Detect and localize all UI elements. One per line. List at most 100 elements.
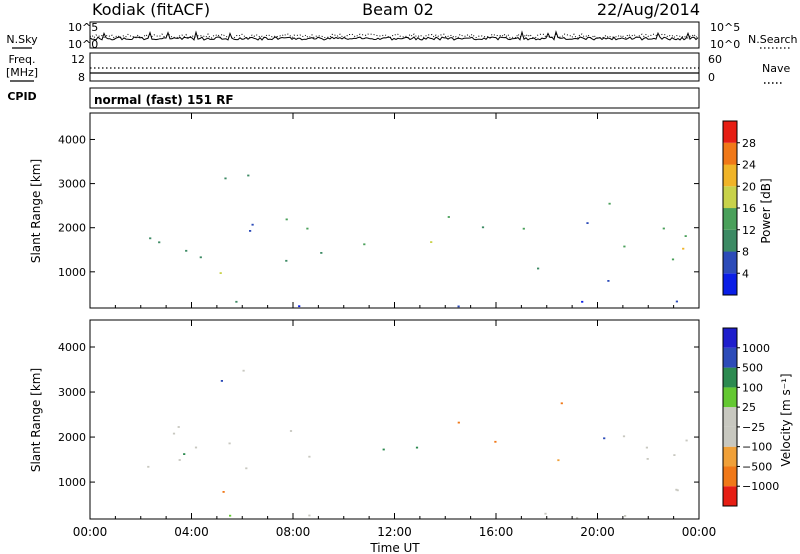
colorbar-band xyxy=(723,466,737,487)
nave-tick-top: 60 xyxy=(708,53,722,66)
cpid-label: CPID xyxy=(7,90,36,103)
echo-cell xyxy=(676,489,679,492)
colorbar-band xyxy=(723,486,737,506)
colorbar-band xyxy=(723,229,737,252)
nave-tick-bottom: 0 xyxy=(708,71,715,84)
echo-cell xyxy=(447,216,450,218)
freq-label-line1: Freq. xyxy=(8,53,35,66)
echo-cell xyxy=(457,305,460,308)
colorbar-tick-label: −1000 xyxy=(742,480,779,493)
echo-cell xyxy=(298,305,301,308)
velocity-y-axis: 1000 2000 3000 4000 xyxy=(58,341,699,489)
echo-cell xyxy=(608,202,611,205)
echo-cell xyxy=(646,458,649,460)
echo-cell xyxy=(682,247,685,250)
y-tick-label: 2000 xyxy=(58,222,86,235)
colorbar-band xyxy=(723,426,737,447)
velocity-echo-layer xyxy=(147,369,688,519)
sky-right-label: N.Search xyxy=(748,33,798,46)
echo-cell xyxy=(623,245,626,248)
echo-cell xyxy=(235,300,238,303)
velocity-y-label: Slant Range [km] xyxy=(29,368,43,472)
power-echo-layer xyxy=(149,174,687,308)
echo-cell xyxy=(289,430,293,432)
echo-cell xyxy=(147,465,150,468)
echo-cell xyxy=(586,222,589,224)
colorbar-tick-label: −500 xyxy=(742,460,772,473)
sky-noise-trace xyxy=(89,30,699,41)
colorbar-tick-label: 20 xyxy=(742,180,756,193)
y-tick-label: 3000 xyxy=(58,386,86,399)
colorbar-band xyxy=(723,251,737,274)
echo-cell xyxy=(675,488,678,491)
echo-cell xyxy=(675,300,678,303)
date-title: 22/Aug/2014 xyxy=(597,0,700,19)
echo-cell xyxy=(251,223,254,226)
colorbar-band xyxy=(723,164,737,187)
freq-label-line2: [MHz] xyxy=(6,66,38,79)
velocity-x-axis: 00:00 04:00 08:00 12:00 16:00 20:00 00:00 xyxy=(73,320,717,539)
echo-cell xyxy=(622,435,626,438)
power-y-label: Slant Range [km] xyxy=(29,159,43,263)
echo-cell xyxy=(183,453,186,455)
echo-cell xyxy=(671,258,675,261)
echo-cell xyxy=(247,174,250,177)
colorbar-band xyxy=(723,186,737,209)
cpid-panel-frame xyxy=(89,87,700,109)
colorbar-band xyxy=(723,328,737,348)
echo-cell xyxy=(285,218,288,221)
cpid-value: normal (fast) 151 RF xyxy=(94,93,234,107)
echo-cell xyxy=(224,177,227,180)
x-tick-label: 04:00 xyxy=(174,525,209,539)
echo-cell xyxy=(285,259,288,262)
colorbar-tick-label: 1000 xyxy=(742,342,770,355)
echo-cell xyxy=(544,512,547,515)
power-x-axis xyxy=(89,113,700,308)
colorbar-band xyxy=(723,367,737,388)
y-tick-label: 3000 xyxy=(58,178,86,191)
power-plot-frame xyxy=(89,112,700,309)
y-tick-label: 1000 xyxy=(58,266,86,279)
colorbar-tick-label: 100 xyxy=(742,381,763,394)
beam-title: Beam 02 xyxy=(362,0,434,19)
echo-cell xyxy=(363,243,366,246)
x-tick-label: 12:00 xyxy=(377,525,412,539)
x-axis-title: Time UT xyxy=(369,541,420,554)
velocity-colorbar-label: Velocity [m s⁻¹] xyxy=(779,373,793,466)
colorbar-band xyxy=(723,387,737,408)
colorbar-tick-label: −25 xyxy=(742,421,765,434)
radar-title: Kodiak (fitACF) xyxy=(92,0,210,19)
colorbar-tick-label: 25 xyxy=(742,401,756,414)
sky-panel: N.Sky 10^5 10^0 10^5 10^0 N.Search xyxy=(6,21,797,51)
x-tick-label: 00:00 xyxy=(682,525,717,539)
power-y-axis: 1000 2000 3000 4000 xyxy=(58,133,699,279)
y-tick-label: 4000 xyxy=(58,133,86,146)
velocity-plot-frame xyxy=(89,319,700,520)
colorbar-band xyxy=(723,121,737,143)
echo-cell xyxy=(607,280,610,282)
freq-tick-bottom: 8 xyxy=(78,71,85,84)
sky-tick-bottom-right: 10^0 xyxy=(710,38,740,51)
echo-cell xyxy=(494,440,497,443)
echo-cell xyxy=(178,459,181,461)
echo-cell xyxy=(603,437,606,440)
echo-cell xyxy=(308,514,311,517)
power-colorbar-label: Power [dB] xyxy=(759,178,773,243)
echo-cell xyxy=(522,227,525,230)
colorbar-tick-label: 28 xyxy=(742,137,756,150)
echo-cell xyxy=(220,380,223,382)
echo-cell xyxy=(185,249,188,252)
power-panel: 1000 2000 3000 4000 Slant Range [km] 4 8 12 16… xyxy=(29,112,773,309)
echo-cell xyxy=(415,446,419,449)
search-noise-trace xyxy=(89,33,699,39)
x-tick-label: 20:00 xyxy=(580,525,615,539)
colorbar-tick-label: 24 xyxy=(742,159,756,172)
sky-panel-frame xyxy=(89,21,700,49)
x-tick-label: 00:00 xyxy=(73,525,108,539)
nave-label: Nave xyxy=(762,62,790,75)
colorbar-tick-label: 4 xyxy=(742,267,749,280)
echo-cell xyxy=(320,252,323,254)
colorbar-tick-label: 16 xyxy=(742,202,756,215)
colorbar-band xyxy=(723,273,737,296)
